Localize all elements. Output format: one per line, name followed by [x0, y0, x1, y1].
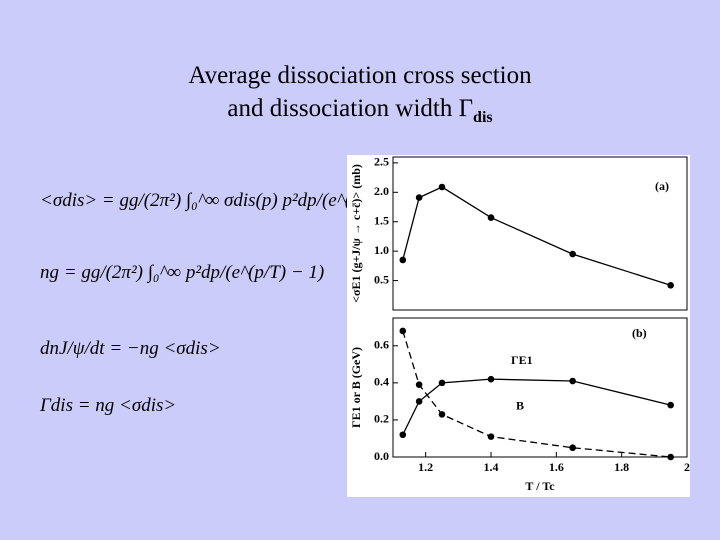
data-point — [415, 398, 423, 405]
y-tick-label: 0.5 — [374, 272, 389, 286]
data-point — [399, 327, 407, 335]
data-point — [487, 214, 495, 221]
panel-label: (a) — [655, 179, 669, 193]
panel-label: (b) — [632, 326, 647, 340]
series-label: B — [516, 398, 524, 412]
data-point — [569, 377, 576, 385]
title-subscript: dis — [473, 109, 493, 126]
series-line — [402, 378, 671, 436]
series-line — [402, 186, 671, 286]
y-tick-label: 2.5 — [374, 155, 389, 169]
data-point — [438, 411, 446, 418]
chart-background — [347, 155, 690, 497]
data-point — [667, 401, 674, 409]
data-point — [415, 194, 423, 201]
title-line: Average dissociation cross section — [188, 62, 532, 89]
data-point — [399, 431, 407, 439]
x-tick-label: 2 — [684, 460, 690, 474]
plot-frame — [392, 156, 688, 311]
title-text: and dissociation width Γ — [227, 95, 474, 122]
data-point — [399, 256, 407, 264]
x-tick-label: 1.2 — [418, 460, 433, 474]
x-tick-label: 1.4 — [484, 460, 499, 474]
equation: Γdis = ng <σdis> — [40, 395, 177, 416]
y-tick-label: 1.0 — [374, 243, 389, 257]
y-tick-label: 0.4 — [374, 375, 389, 389]
y-tick-label: 0.2 — [374, 412, 389, 426]
data-point — [415, 381, 423, 389]
y-axis-label: <σE1 (g+J/ψ → c+c̄)> (mb) — [349, 164, 363, 303]
title-line: and dissociation width Γdis — [0, 95, 720, 127]
series-label: ΓE1 — [511, 353, 533, 367]
data-point — [569, 250, 576, 258]
data-point — [487, 375, 495, 383]
x-tick-label: 1.8 — [614, 460, 629, 474]
data-point — [667, 281, 674, 289]
x-axis-label: T / Tc — [525, 479, 555, 493]
equation: ng = gg/(2π²) ∫₀^∞ p²dp/(e^(p/T) − 1) — [40, 262, 325, 283]
data-point — [667, 453, 674, 461]
y-tick-label: 1.5 — [374, 213, 389, 227]
data-point — [487, 433, 495, 440]
data-point — [569, 444, 576, 452]
y-tick-label: 2.0 — [374, 184, 389, 198]
data-point — [438, 183, 446, 191]
series-line — [402, 330, 671, 458]
data-point — [438, 379, 446, 387]
y-tick-label: 0.6 — [374, 338, 389, 352]
y-tick-label: 0.0 — [374, 449, 389, 463]
plot-frame — [392, 317, 688, 458]
x-tick-label: 1.6 — [549, 460, 564, 474]
y-axis-label: ΓE1 or B (GeV) — [349, 347, 363, 428]
equation: dnJ/ψ/dt = −ng <σdis> — [40, 338, 221, 359]
